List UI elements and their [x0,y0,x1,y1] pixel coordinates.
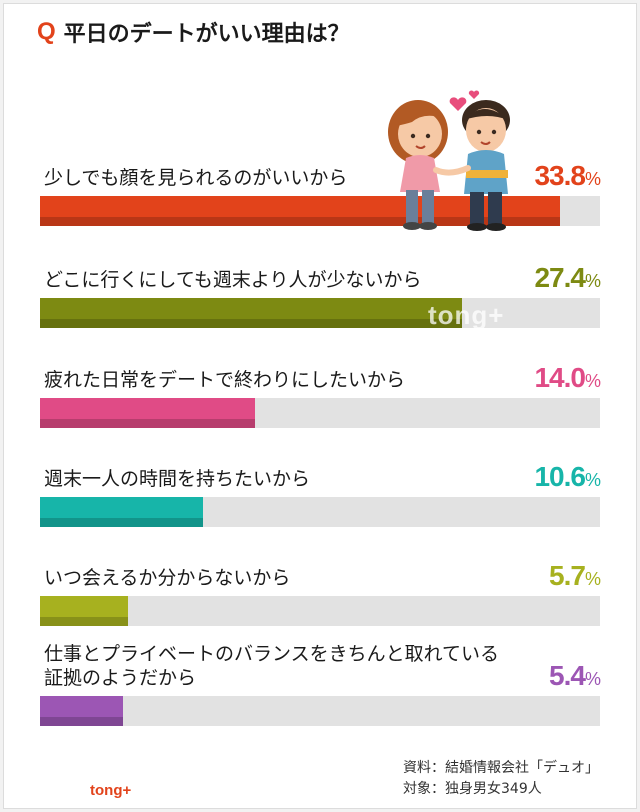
bar-value-label: 14.0% [534,362,601,394]
bar-label-line: どこに行くにしても週末より人が少ないから [44,269,422,291]
bar-value-label: 5.4% [549,660,601,692]
bar-shadow [40,419,256,428]
bar-shadow [40,217,560,226]
bar-label-line: 証拠のようだから [44,667,197,689]
bar-label: 仕事とプライベートのバランスをきちんと取れている 証拠のようだから [44,642,499,690]
bar [40,497,204,527]
bar-value-label: 33.8% [534,160,601,192]
bar-value-number: 14.0 [534,362,585,393]
bar-label-line: 週末一人の時間を持ちたいから [44,468,311,490]
tong-logo: tong+ [90,782,132,799]
bar-label: 週末一人の時間を持ちたいから [44,467,310,491]
bar-value-number: 27.4 [534,262,585,293]
bar-value-unit: % [584,669,601,689]
page-title: Q 平日のデートがいい理由は？ [37,16,350,48]
bar-shadow [40,518,204,527]
source-line-1: 資料：結婚情報会社「デュオ」 [403,760,599,776]
bar-shadow [40,717,124,726]
bar-value-number: 5.4 [549,660,586,691]
bar-track [40,497,600,527]
bar-label-line: 少しでも顔を見られるのがいいから [44,167,348,189]
bar-value-label: 5.7% [549,560,601,592]
bar-shadow [40,319,462,328]
bar-value-unit: % [584,569,601,589]
bar-value-unit: % [584,371,601,391]
bar-value-label: 10.6% [534,461,601,493]
bar-label-line: 疲れた日常をデートで終わりにしたいから [44,369,406,391]
bar-value-unit: % [584,470,601,490]
bar [40,596,128,626]
bar-label-line: いつ会えるか分からないから [44,567,291,589]
bar-label-line: 仕事とプライベートのバランスをきちんと取れている [44,643,500,665]
bar-value-number: 33.8 [534,160,585,191]
title-text: 平日のデートがいい理由は？ [63,22,350,47]
bar-track [40,696,600,726]
bar-value-number: 10.6 [534,461,585,492]
bar [40,298,462,328]
bar-value-unit: % [584,271,601,291]
bar-track [40,398,600,428]
bar-shadow [40,617,128,626]
bar-value-unit: % [584,169,601,189]
bar-track [40,298,600,328]
bar [40,398,256,428]
bar-label: どこに行くにしても週末より人が少ないから [44,268,422,292]
couple-holding-hands-icon [388,90,510,231]
bar-value-label: 27.4% [534,262,601,294]
watermark: tong+ [428,300,505,330]
bar-label: 疲れた日常をデートで終わりにしたいから [44,368,405,392]
source-note: 資料：結婚情報会社「デュオ」 対象：独身男女349人 [403,758,599,800]
source-line-2: 対象：独身男女349人 [403,781,542,797]
bar-value-number: 5.7 [549,560,586,591]
bar-track [40,596,600,626]
question-mark-icon: Q [37,18,56,45]
bar [40,696,124,726]
bar-label: いつ会えるか分からないから [44,566,290,590]
bar-label: 少しでも顔を見られるのがいいから [44,166,347,190]
